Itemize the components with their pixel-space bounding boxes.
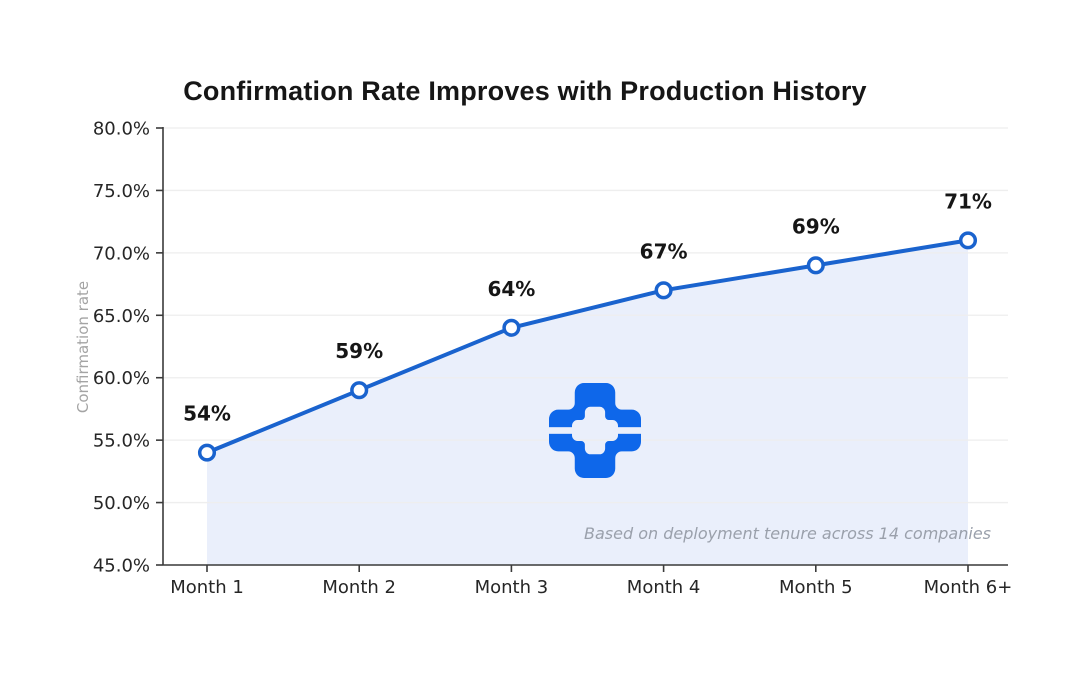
x-tick-label: Month 6+ <box>924 577 1013 598</box>
data-point-label: 59% <box>335 339 383 363</box>
medical-cross-logo-icon <box>549 383 641 478</box>
x-tick-label: Month 5 <box>779 577 853 598</box>
x-tick-label: Month 2 <box>322 577 396 598</box>
data-point-marker <box>502 318 521 337</box>
logo-cross-shape <box>549 383 641 478</box>
data-point-label: 54% <box>183 402 231 426</box>
data-point-label: 71% <box>944 189 992 213</box>
data-point-marker <box>350 381 369 400</box>
data-point-label: 67% <box>640 239 688 263</box>
y-tick-label: 55.0% <box>93 431 150 452</box>
y-tick-label: 60.0% <box>93 368 150 389</box>
trend-line <box>205 238 970 455</box>
y-tick-label: 80.0% <box>93 119 150 140</box>
data-point-label: 69% <box>792 214 840 238</box>
data-point-marker <box>806 256 825 275</box>
data-point-marker <box>958 231 978 250</box>
y-tick-label: 50.0% <box>93 493 150 514</box>
y-tick-label: 75.0% <box>93 181 150 202</box>
y-tick-label: 45.0% <box>93 556 150 577</box>
data-point-label: 64% <box>487 277 535 301</box>
data-point-marker <box>197 443 217 462</box>
data-point-marker <box>654 281 673 300</box>
y-tick-label: 70.0% <box>93 243 150 264</box>
chart-title: Confirmation Rate Improves with Producti… <box>183 76 867 106</box>
x-tick-label: Month 1 <box>170 577 244 598</box>
y-tick-label: 65.0% <box>93 306 150 327</box>
x-tick-label: Month 3 <box>475 577 549 598</box>
y-axis-label: Confirmation rate <box>74 280 92 414</box>
x-tick-label: Month 4 <box>627 577 701 598</box>
source-annotation: Based on deployment tenure across 14 com… <box>584 524 991 543</box>
